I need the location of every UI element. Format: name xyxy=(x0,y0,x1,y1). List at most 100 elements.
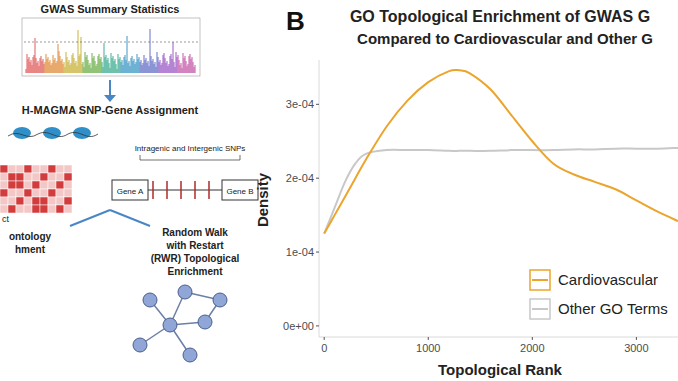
hic-cell xyxy=(40,197,48,205)
hic-cell xyxy=(32,205,40,213)
manhattan-stroke xyxy=(58,44,59,73)
x-tick xyxy=(428,337,429,340)
chart-subtitle: Compared to Cardiovascular and Other G xyxy=(357,30,653,47)
rwr-text: with Restart xyxy=(165,240,224,251)
manhattan-stroke xyxy=(45,62,46,73)
manhattan-stroke xyxy=(33,57,34,73)
figure: GWAS Summary Statistics H-MAGMA SNP-Gene … xyxy=(0,0,678,381)
manhattan-stroke xyxy=(63,64,64,73)
manhattan-stroke xyxy=(112,58,113,73)
manhattan-stroke xyxy=(187,66,188,73)
network-node xyxy=(163,318,177,332)
y-axis-line xyxy=(319,60,320,337)
manhattan-stroke xyxy=(59,51,60,73)
manhattan-stroke xyxy=(77,66,78,73)
hic-cell xyxy=(48,197,56,205)
manhattan-stroke xyxy=(135,64,136,73)
hic-cell xyxy=(8,173,16,181)
snp-tick xyxy=(166,181,168,199)
manhattan-stroke xyxy=(54,60,55,73)
hic-cell xyxy=(24,173,32,181)
manhattan-stroke xyxy=(40,58,41,73)
manhattan-stroke xyxy=(170,56,171,73)
manhattan-stroke xyxy=(70,65,71,73)
manhattan-stroke xyxy=(67,57,68,73)
manhattan-stroke xyxy=(69,60,70,73)
hic-cell xyxy=(16,165,24,173)
manhattan-stroke xyxy=(62,59,63,73)
manhattan-stroke xyxy=(151,56,152,73)
manhattan-stroke xyxy=(174,62,175,73)
manhattan-stroke xyxy=(195,65,196,73)
hmagma-title: H-MAGMA SNP-Gene Assignment xyxy=(22,104,199,116)
manhattan-stroke xyxy=(139,57,140,73)
network-node xyxy=(183,348,197,362)
manhattan-stroke xyxy=(169,64,170,73)
hic-cell xyxy=(64,197,72,205)
network-node xyxy=(178,285,192,299)
manhattan-stroke xyxy=(49,62,50,73)
hic-cell xyxy=(16,197,24,205)
manhattan-stroke xyxy=(79,56,80,73)
manhattan-stroke xyxy=(109,63,110,73)
hic-cell xyxy=(16,173,24,181)
manhattan-stroke xyxy=(128,63,129,73)
hic-cell xyxy=(16,189,24,197)
manhattan-stroke xyxy=(129,61,130,73)
manhattan-stroke xyxy=(89,65,90,73)
hic-cell xyxy=(48,205,56,213)
manhattan-stroke xyxy=(168,66,169,73)
hic-cell xyxy=(48,181,56,189)
manhattan-stroke xyxy=(161,65,162,73)
hic-cell xyxy=(48,165,56,173)
chart-title: GO Topological Enrichment of GWAS G xyxy=(350,8,650,25)
manhattan-stroke xyxy=(101,57,102,73)
manhattan-stroke xyxy=(124,57,125,73)
manhattan-stroke xyxy=(64,62,65,73)
manhattan-stroke xyxy=(32,65,33,73)
hic-cell xyxy=(0,205,8,213)
hic-cell xyxy=(40,189,48,197)
network-node xyxy=(133,338,147,352)
x-tick-label: 0 xyxy=(321,342,327,354)
manhattan-stroke xyxy=(143,63,144,73)
gene-label: Gene A xyxy=(117,187,144,196)
manhattan-stroke xyxy=(31,60,32,73)
manhattan-stroke xyxy=(182,68,183,73)
manhattan-stroke xyxy=(132,56,133,73)
network-node xyxy=(143,293,157,307)
manhattan-stroke xyxy=(155,62,156,73)
manhattan-stroke xyxy=(30,62,31,73)
manhattan-stroke xyxy=(38,61,39,73)
manhattan-stroke xyxy=(35,38,36,73)
manhattan-stroke xyxy=(130,66,131,73)
manhattan-stroke xyxy=(65,67,66,73)
manhattan-stroke xyxy=(181,63,182,73)
legend-key-line xyxy=(532,279,548,281)
hic-cell xyxy=(8,181,16,189)
snp-tick xyxy=(152,181,154,199)
manhattan-stroke xyxy=(141,60,142,73)
snp-note: Intragenic and Intergenic SNPs xyxy=(135,144,246,153)
ontology-text: ontology xyxy=(9,231,52,242)
nucleosome xyxy=(73,127,91,139)
hic-cell xyxy=(56,205,64,213)
manhattan-stroke xyxy=(61,61,62,73)
hic-cell xyxy=(40,165,48,173)
manhattan-stroke xyxy=(87,55,88,73)
manhattan-stroke xyxy=(71,63,72,73)
manhattan-stroke xyxy=(91,68,92,73)
manhattan-stroke xyxy=(148,61,149,73)
y-tick-label: 3e-04 xyxy=(286,98,314,110)
manhattan-stroke xyxy=(105,57,106,73)
hic-cell xyxy=(64,181,72,189)
manhattan-stroke xyxy=(34,55,35,73)
manhattan-stroke xyxy=(102,62,103,73)
bracket xyxy=(140,155,240,160)
manhattan-stroke xyxy=(42,61,43,73)
manhattan-stroke xyxy=(194,67,195,73)
manhattan-stroke xyxy=(158,57,159,73)
manhattan-stroke xyxy=(36,58,37,73)
gwas-title: GWAS Summary Statistics xyxy=(41,3,180,15)
manhattan-stroke xyxy=(159,62,160,73)
